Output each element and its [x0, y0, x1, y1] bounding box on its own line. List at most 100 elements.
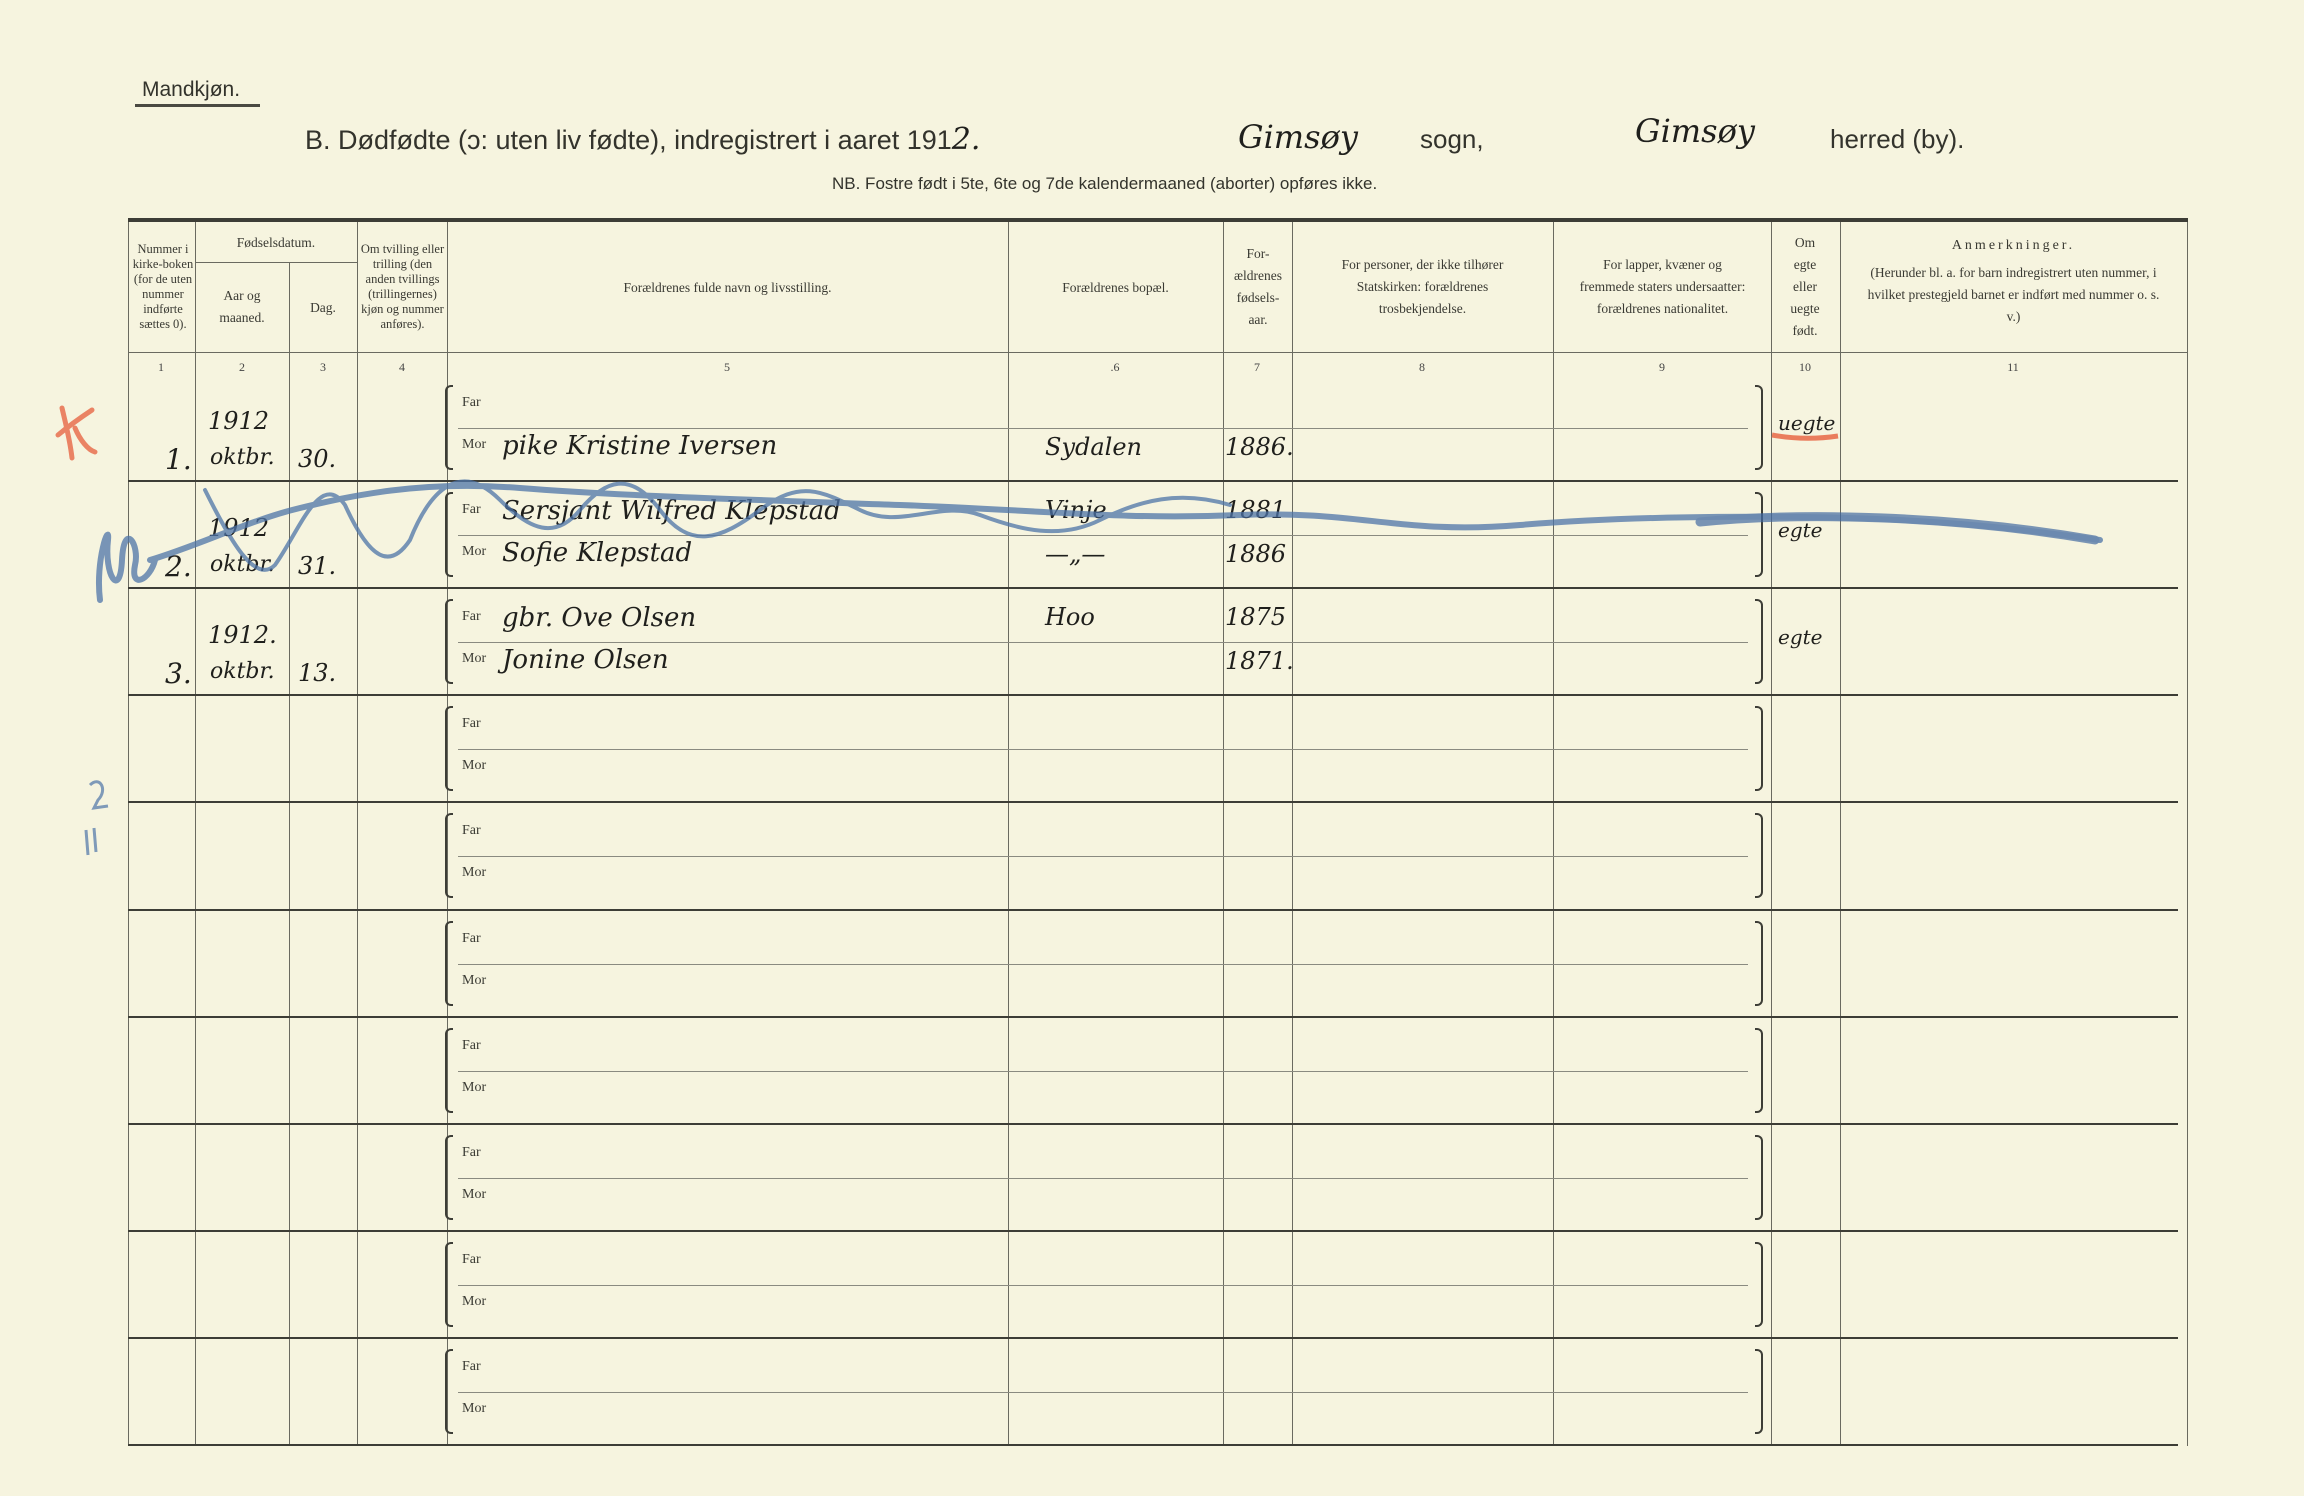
- far-mor-divider: [458, 428, 1748, 429]
- mother-residence: Sydalen: [1045, 433, 1143, 461]
- father-name: gbr. Ove Olsen: [502, 603, 697, 634]
- right-brace: [1755, 920, 1763, 1006]
- column-divider: [1553, 222, 1554, 1446]
- note: NB. Fostre født i 5te, 6te og 7de kalend…: [832, 174, 1378, 193]
- row-separator: [128, 1229, 2178, 1232]
- right-brace: [1755, 813, 1763, 899]
- column-number: 9: [1659, 360, 1665, 374]
- col-header-3: Dag.: [310, 299, 336, 315]
- column-divider: [447, 222, 448, 1446]
- father-name: Sersjant Wilfred Klepstad: [502, 496, 841, 527]
- title-year-suffix: 2.: [951, 122, 981, 157]
- row-separator: [128, 1444, 2178, 1446]
- legitimacy: egte: [1778, 518, 1823, 543]
- gender-label: Mandkjøn.: [142, 78, 241, 101]
- col-header-9: For lapper, kvæner og fremmede staters u…: [1579, 257, 1746, 316]
- col-header-10: Om egte eller uegte født.: [1790, 235, 1820, 338]
- legitimacy: uegte: [1778, 411, 1836, 435]
- birth-year: 1912.: [208, 621, 277, 650]
- far-mor-divider: [458, 1284, 1748, 1286]
- left-brace: [445, 1348, 453, 1434]
- father-birth-year: 1881: [1225, 496, 1287, 525]
- mor-label: Mor: [462, 1186, 487, 1202]
- gender-underline: [135, 104, 260, 107]
- entry-number: 3.: [165, 657, 192, 691]
- col-group-header-birthdate: Fødselsdatum.: [236, 234, 316, 250]
- column-divider: [289, 262, 290, 1446]
- left-brace: [445, 706, 453, 792]
- far-mor-divider: [458, 1070, 1748, 1072]
- column-divider: [1292, 222, 1293, 1446]
- mor-label: Mor: [462, 1293, 487, 1309]
- birth-year: 1912: [208, 514, 270, 543]
- right-brace: [1755, 599, 1763, 685]
- herred-label: herred (by).: [1830, 124, 1965, 154]
- column-divider: [1008, 222, 1009, 1446]
- far-mor-divider: [458, 1391, 1748, 1393]
- red-x-mark: [55, 405, 98, 461]
- far-mor-divider: [458, 749, 1748, 751]
- left-brace: [445, 599, 453, 685]
- title-text: B. Dødfødte (ɔ: uten liv fødte), indregi…: [305, 125, 952, 155]
- date-subheader-rule: [195, 262, 357, 263]
- far-label: Far: [462, 502, 481, 518]
- mor-label: Mor: [462, 1079, 487, 1095]
- column-number: 11: [2007, 360, 2019, 374]
- birth-day: 13.: [298, 659, 337, 688]
- far-label: Far: [462, 1037, 481, 1053]
- red-underline-uegte: [1771, 432, 1839, 441]
- col-header-4: Om tvilling eller trilling (den anden tv…: [360, 242, 445, 331]
- column-divider: [195, 222, 196, 1446]
- left-brace: [445, 813, 453, 899]
- far-mor-divider: [458, 642, 1748, 644]
- father-residence: Hoo: [1045, 603, 1095, 632]
- birth-day: 31.: [298, 552, 337, 581]
- left-brace: [445, 1241, 453, 1327]
- left-brace: [445, 492, 453, 578]
- right-brace: [1755, 1241, 1763, 1327]
- far-label: Far: [462, 823, 481, 839]
- row-separator: [128, 801, 2178, 804]
- column-number: 2: [239, 360, 245, 374]
- sogn-label: sogn,: [1420, 124, 1484, 154]
- table-top-rule: [128, 218, 2188, 222]
- left-brace: [445, 920, 453, 1006]
- column-number: 1: [158, 360, 164, 374]
- mor-label: Mor: [462, 972, 487, 988]
- legitimacy: egte: [1778, 625, 1823, 650]
- mother-name: Jonine Olsen: [502, 645, 669, 676]
- column-divider: [357, 222, 358, 1446]
- right-brace: [1755, 385, 1763, 471]
- far-label: Far: [462, 609, 481, 625]
- entry-number: 1.: [165, 443, 192, 476]
- right-brace: [1755, 1027, 1763, 1113]
- col-header-6: Forældrenes bopæl.: [1062, 279, 1169, 295]
- column-divider: [128, 222, 129, 1446]
- birth-day: 30.: [298, 445, 337, 473]
- column-number: 5: [724, 360, 730, 374]
- far-label: Far: [462, 1358, 481, 1374]
- far-label: Far: [462, 716, 481, 732]
- mother-name: Sofie Klepstad: [502, 538, 693, 569]
- column-number: 4: [399, 360, 405, 374]
- entry-number: 2.: [165, 550, 192, 584]
- column-number: 10: [1799, 360, 1811, 374]
- right-brace: [1755, 492, 1763, 578]
- row-separator: [128, 694, 2178, 697]
- mother-birth-year: 1871.: [1225, 647, 1294, 676]
- mor-label: Mor: [462, 544, 487, 560]
- col-header-5: Forældrenes fulde navn og livsstilling.: [623, 279, 832, 295]
- mor-label: Mor: [462, 865, 487, 881]
- header-bottom-rule: [128, 352, 2188, 353]
- mother-birth-year: 1886.: [1225, 433, 1294, 461]
- column-divider: [2187, 222, 2188, 1446]
- mother-residence: —„—: [1045, 540, 1106, 569]
- column-number: 7: [1254, 360, 1260, 374]
- row-separator: [128, 480, 2178, 483]
- left-brace: [445, 1027, 453, 1113]
- father-residence: Vinje: [1045, 496, 1107, 525]
- col-header-1: Nummer i kirke-boken (for de uten nummer…: [132, 242, 194, 331]
- col-header-11: Anmerkninger. (Herunder bl. a. for barn …: [1840, 238, 2187, 328]
- page-title: B. Dødfødte (ɔ: uten liv fødte), indregi…: [305, 122, 980, 157]
- margin-marks: [84, 780, 109, 856]
